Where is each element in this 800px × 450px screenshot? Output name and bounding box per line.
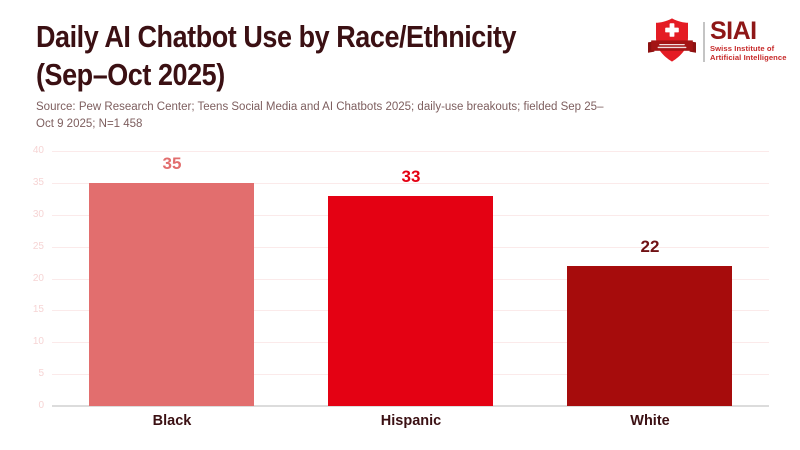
- bar-black: [89, 183, 254, 406]
- y-tick-label-25: 25: [32, 240, 44, 252]
- y-tick-label-10: 10: [32, 336, 44, 348]
- logo-divider: [703, 22, 705, 62]
- siai-acronym: SIAI: [710, 17, 757, 45]
- chart-title-line2: (Sep–Oct 2025): [36, 57, 225, 92]
- logo-text-block: SIAI Swiss Institute of Artificial Intel…: [710, 18, 787, 62]
- bar-white: [567, 266, 732, 406]
- chart-title-line1: Daily AI Chatbot Use by Race/Ethnicity: [36, 19, 517, 54]
- x-axis-label-hispanic: Hispanic: [380, 413, 442, 429]
- y-tick-label-30: 30: [32, 208, 44, 220]
- source-note-line1: Source: Pew Research Center; Teens Socia…: [36, 101, 604, 113]
- siai-name-line2: Artificial Intelligence: [710, 53, 787, 62]
- chart-title: Daily AI Chatbot Use by Race/Ethnicity (…: [36, 18, 516, 94]
- x-axis-label-black: Black: [152, 413, 192, 429]
- y-tick-label-15: 15: [32, 304, 44, 316]
- y-tick-label-5: 5: [38, 368, 44, 380]
- bar-value-label-black: 35: [162, 154, 182, 173]
- bar-value-label-hispanic: 33: [401, 167, 421, 186]
- bar-value-label-white: 22: [640, 237, 660, 256]
- siai-name-line1: Swiss Institute of: [710, 44, 775, 53]
- source-note: Source: Pew Research Center; Teens Socia…: [36, 99, 676, 133]
- x-axis-label-white: White: [630, 413, 670, 429]
- bar-hispanic: [328, 196, 493, 406]
- siai-logo: SIAI Swiss Institute of Artificial Intel…: [646, 13, 796, 67]
- gridline-40: [52, 151, 769, 152]
- y-tick-label-35: 35: [32, 176, 44, 188]
- y-tick-label-0: 0: [38, 400, 44, 411]
- x-axis-line: [52, 405, 769, 407]
- y-tick-label-20: 20: [32, 272, 44, 284]
- y-tick-label-40: 40: [32, 145, 44, 156]
- source-note-line2: Oct 9 2025; N=1 458: [36, 118, 143, 130]
- gridline-35: [52, 182, 769, 184]
- swiss-shield-cross-icon: [648, 18, 696, 62]
